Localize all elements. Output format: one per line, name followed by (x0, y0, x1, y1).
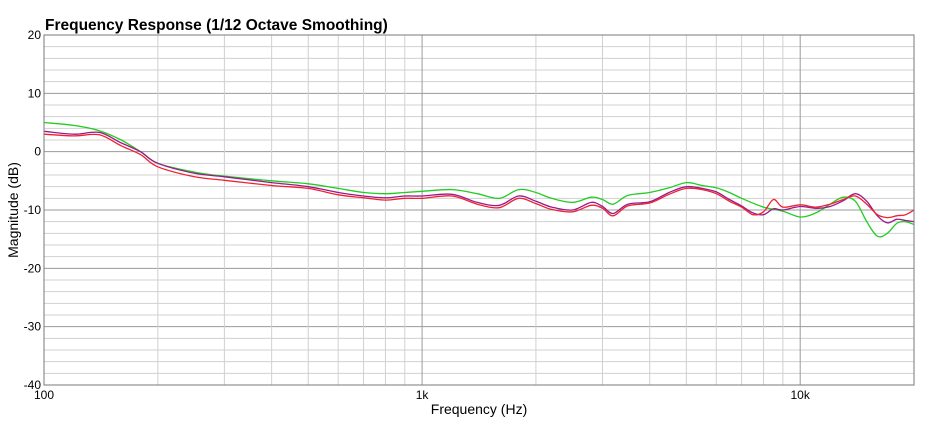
x-tick-labels: 100 1k 10k (34, 388, 811, 402)
series-line-1 (44, 121, 914, 238)
y-axis-label: Magnitude (dB) (5, 162, 21, 258)
chart-title: Frequency Response (1/12 Octave Smoothin… (45, 17, 388, 34)
x-tick-label: 100 (34, 388, 54, 402)
y-tick-labels: 20 10 0 -10 -20 -30 -40 (24, 28, 42, 392)
series-layer (44, 121, 914, 238)
y-tick-label: -20 (24, 261, 42, 275)
y-tick-label: 0 (34, 145, 41, 159)
x-tick-label: 10k (791, 388, 811, 402)
y-tick-label: -40 (24, 378, 42, 392)
y-tick-label: -10 (24, 203, 42, 217)
y-tick-label: 20 (28, 28, 42, 42)
y-tick-label: -30 (24, 320, 42, 334)
y-tick-label: 10 (28, 86, 42, 100)
x-axis-label: Frequency (Hz) (431, 401, 527, 417)
grid (44, 35, 914, 385)
plot-frame (43, 34, 915, 386)
series-line-3 (44, 133, 914, 219)
x-tick-label: 1k (416, 388, 430, 402)
series-line-2 (44, 130, 914, 224)
